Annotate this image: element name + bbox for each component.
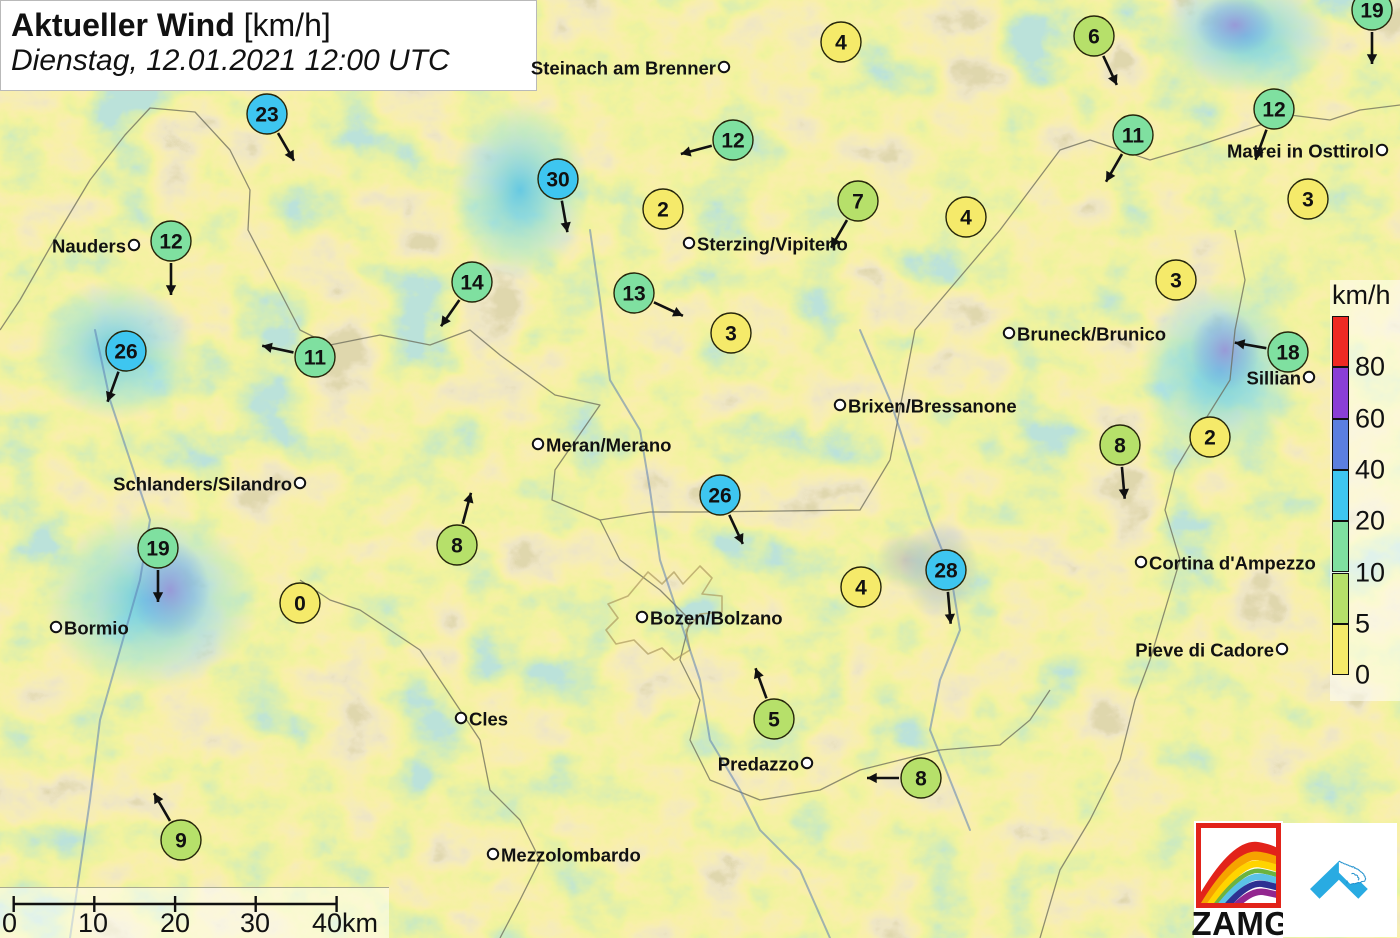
svg-text:Pieve di Cadore: Pieve di Cadore (1135, 640, 1274, 661)
svg-text:Bozen/Bolzano: Bozen/Bolzano (650, 608, 783, 629)
svg-text:Nauders: Nauders (52, 236, 126, 257)
svg-text:Schlanders/Silandro: Schlanders/Silandro (113, 474, 292, 495)
svg-text:Sillian: Sillian (1247, 368, 1302, 389)
svg-text:Meran/Merano: Meran/Merano (546, 435, 671, 456)
svg-text:Cles: Cles (469, 709, 508, 730)
svg-text:Sterzing/Vipiteno: Sterzing/Vipiteno (697, 234, 848, 255)
svg-text:Bormio: Bormio (64, 618, 129, 639)
svg-text:Bruneck/Brunico: Bruneck/Brunico (1017, 324, 1166, 345)
svg-text:Mezzolombardo: Mezzolombardo (501, 845, 641, 866)
svg-text:Cortina d'Ampezzo: Cortina d'Ampezzo (1149, 553, 1316, 574)
svg-text:Steinach am Brenner: Steinach am Brenner (531, 58, 716, 79)
svg-text:Matrei in Osttirol: Matrei in Osttirol (1227, 141, 1374, 162)
svg-text:Brixen/Bressanone: Brixen/Bressanone (848, 396, 1017, 417)
svg-text:Predazzo: Predazzo (718, 754, 799, 775)
